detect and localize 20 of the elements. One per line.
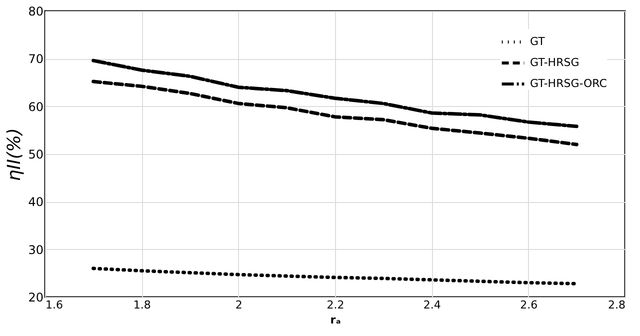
x-tick-label: 2.4 (423, 298, 441, 312)
x-tick-label: 2.8 (608, 298, 626, 312)
y-tick-label: 40 (28, 195, 44, 210)
x-tick-label: 2.2 (326, 298, 344, 312)
y-tick-label: 80 (28, 4, 44, 18)
y-tick-label: 50 (28, 148, 44, 162)
x-tick-label: 1.8 (133, 298, 151, 312)
legend-label: GT (530, 35, 546, 48)
y-axis-title: ηII(%) (4, 128, 26, 182)
legend-label: GT-HRSG (530, 56, 580, 69)
x-tick-label: 2.6 (520, 298, 538, 312)
line-series (92, 266, 578, 286)
y-tick-label: 70 (28, 52, 44, 66)
x-axis-title: rₐ (330, 314, 341, 326)
y-tick-label: 60 (28, 100, 44, 114)
y-tick-label: 30 (28, 242, 44, 257)
y-tick-label: 20 (28, 290, 44, 304)
x-tick-label: 2 (235, 298, 242, 312)
legend-label: GT-HRSG-ORC (530, 77, 608, 90)
x-tick-label: 1.6 (46, 298, 63, 312)
